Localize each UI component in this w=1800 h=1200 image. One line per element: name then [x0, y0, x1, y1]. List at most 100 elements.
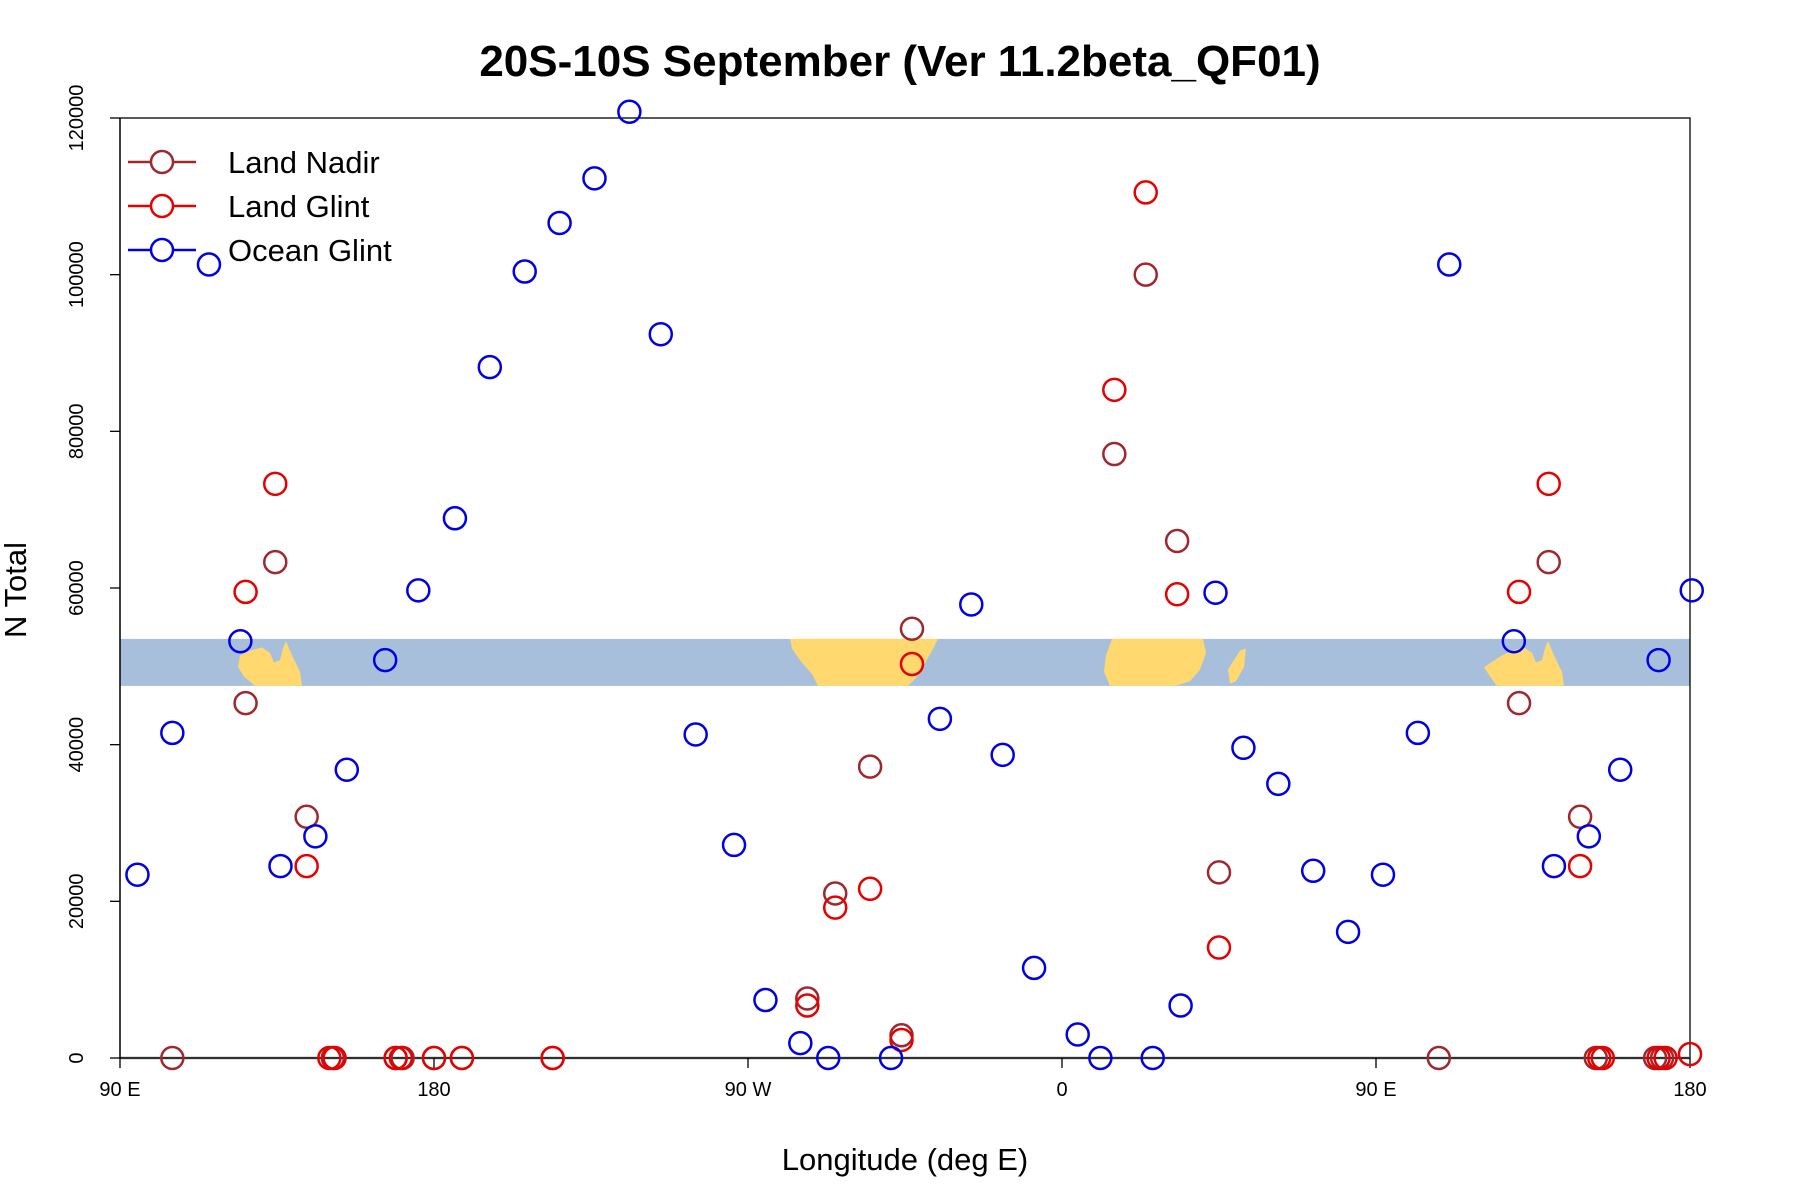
- data-point: [1266, 771, 1291, 797]
- data-point: [683, 722, 708, 747]
- data-point: [1335, 919, 1361, 945]
- data-point: [421, 1045, 447, 1071]
- data-point: [160, 1045, 185, 1071]
- data-point: [990, 742, 1015, 768]
- data-point: [1203, 580, 1228, 605]
- data-point: [1541, 853, 1567, 879]
- data-point: [1088, 1045, 1113, 1071]
- data-point: [547, 210, 572, 236]
- data-point: [1679, 578, 1704, 603]
- y-tick-label: 60000: [66, 560, 88, 616]
- series-ocean-glint: [125, 99, 1704, 1071]
- data-point: [1506, 579, 1532, 605]
- series-land-glint: [233, 180, 1703, 1071]
- data-point: [1437, 252, 1462, 277]
- land-australia-west: [238, 641, 302, 686]
- y-axis: 0 20000 40000 60000 80000 100000 120000: [66, 85, 121, 1064]
- data-point: [1206, 860, 1232, 885]
- data-point: [406, 578, 431, 603]
- x-tick-label: 0: [1056, 1079, 1067, 1101]
- land-australia-east: [1484, 641, 1564, 686]
- data-point: [1300, 858, 1326, 884]
- data-point: [1607, 757, 1633, 782]
- y-tick-label: 20000: [66, 874, 88, 930]
- legend-marker: [149, 237, 175, 263]
- data-point: [1133, 262, 1158, 287]
- x-tick-label: 180: [417, 1079, 450, 1101]
- chart-title: 20S-10S September (Ver 11.2beta_QF01): [479, 37, 1320, 86]
- data-point: [303, 824, 328, 849]
- data-point: [788, 1030, 813, 1056]
- data-point: [1653, 1045, 1678, 1071]
- data-point: [1576, 824, 1602, 849]
- legend-label: Land Nadir: [228, 145, 380, 180]
- data-point: [233, 690, 258, 716]
- data-point: [582, 166, 607, 191]
- data-point: [959, 592, 984, 617]
- data-point: [294, 853, 319, 879]
- data-point: [1536, 471, 1561, 497]
- data-point: [1140, 1045, 1165, 1071]
- data-point: [1164, 528, 1190, 554]
- map-land: [238, 638, 1564, 686]
- land-south-america: [790, 638, 938, 686]
- x-tick-label: 90 E: [1355, 1079, 1396, 1101]
- x-tick-label: 180: [1673, 1079, 1706, 1101]
- data-point: [1065, 1022, 1090, 1047]
- data-point: [857, 876, 883, 902]
- data-point: [388, 1045, 414, 1071]
- data-point: [1646, 1045, 1671, 1071]
- data-point: [1102, 377, 1127, 403]
- data-point: [512, 259, 537, 284]
- data-point: [540, 1045, 565, 1071]
- data-point: [721, 832, 747, 858]
- data-point: [125, 862, 150, 887]
- data-point: [815, 1045, 841, 1071]
- data-point: [889, 1023, 914, 1048]
- data-point: [617, 99, 642, 124]
- data-point: [449, 1045, 475, 1071]
- land-madagascar: [1228, 648, 1246, 684]
- data-point: [1590, 1045, 1616, 1071]
- data-point: [477, 354, 503, 380]
- data-point: [1021, 955, 1047, 981]
- data-point: [1370, 862, 1396, 887]
- data-point: [1506, 690, 1532, 716]
- data-point: [334, 757, 360, 782]
- y-tick-label: 0: [66, 1052, 88, 1063]
- data-point: [196, 252, 222, 277]
- y-axis-label: N Total: [0, 542, 33, 638]
- x-tick-label: 90 W: [725, 1079, 772, 1101]
- data-point: [1501, 629, 1527, 654]
- data-point: [1102, 441, 1127, 467]
- data-point: [1426, 1045, 1452, 1071]
- legend: Land Nadir Land Glint Ocean Glint: [128, 145, 392, 268]
- data-point: [1536, 549, 1561, 575]
- data-point: [1206, 935, 1232, 960]
- data-point: [372, 647, 398, 673]
- data-point: [795, 993, 820, 1018]
- data-point: [857, 754, 883, 779]
- data-point: [160, 720, 185, 746]
- y-tick-label: 80000: [66, 404, 88, 460]
- legend-marker: [149, 149, 175, 175]
- x-axis-label: Longitude (deg E): [782, 1142, 1028, 1177]
- data-point: [322, 1045, 347, 1071]
- legend-label: Land Glint: [228, 189, 370, 224]
- data-point: [263, 549, 288, 575]
- data-point: [648, 321, 674, 347]
- legend-marker: [149, 193, 175, 219]
- data-point: [442, 506, 468, 531]
- data-point: [1168, 993, 1193, 1018]
- data-point: [899, 651, 925, 677]
- data-point: [1646, 647, 1671, 673]
- data-point: [1567, 853, 1593, 879]
- data-point: [268, 853, 293, 879]
- land-africa: [1104, 638, 1206, 686]
- data-point: [899, 616, 925, 641]
- data-point: [263, 471, 288, 497]
- data-point: [795, 986, 820, 1011]
- data-point: [1164, 582, 1190, 607]
- data-point: [927, 706, 953, 732]
